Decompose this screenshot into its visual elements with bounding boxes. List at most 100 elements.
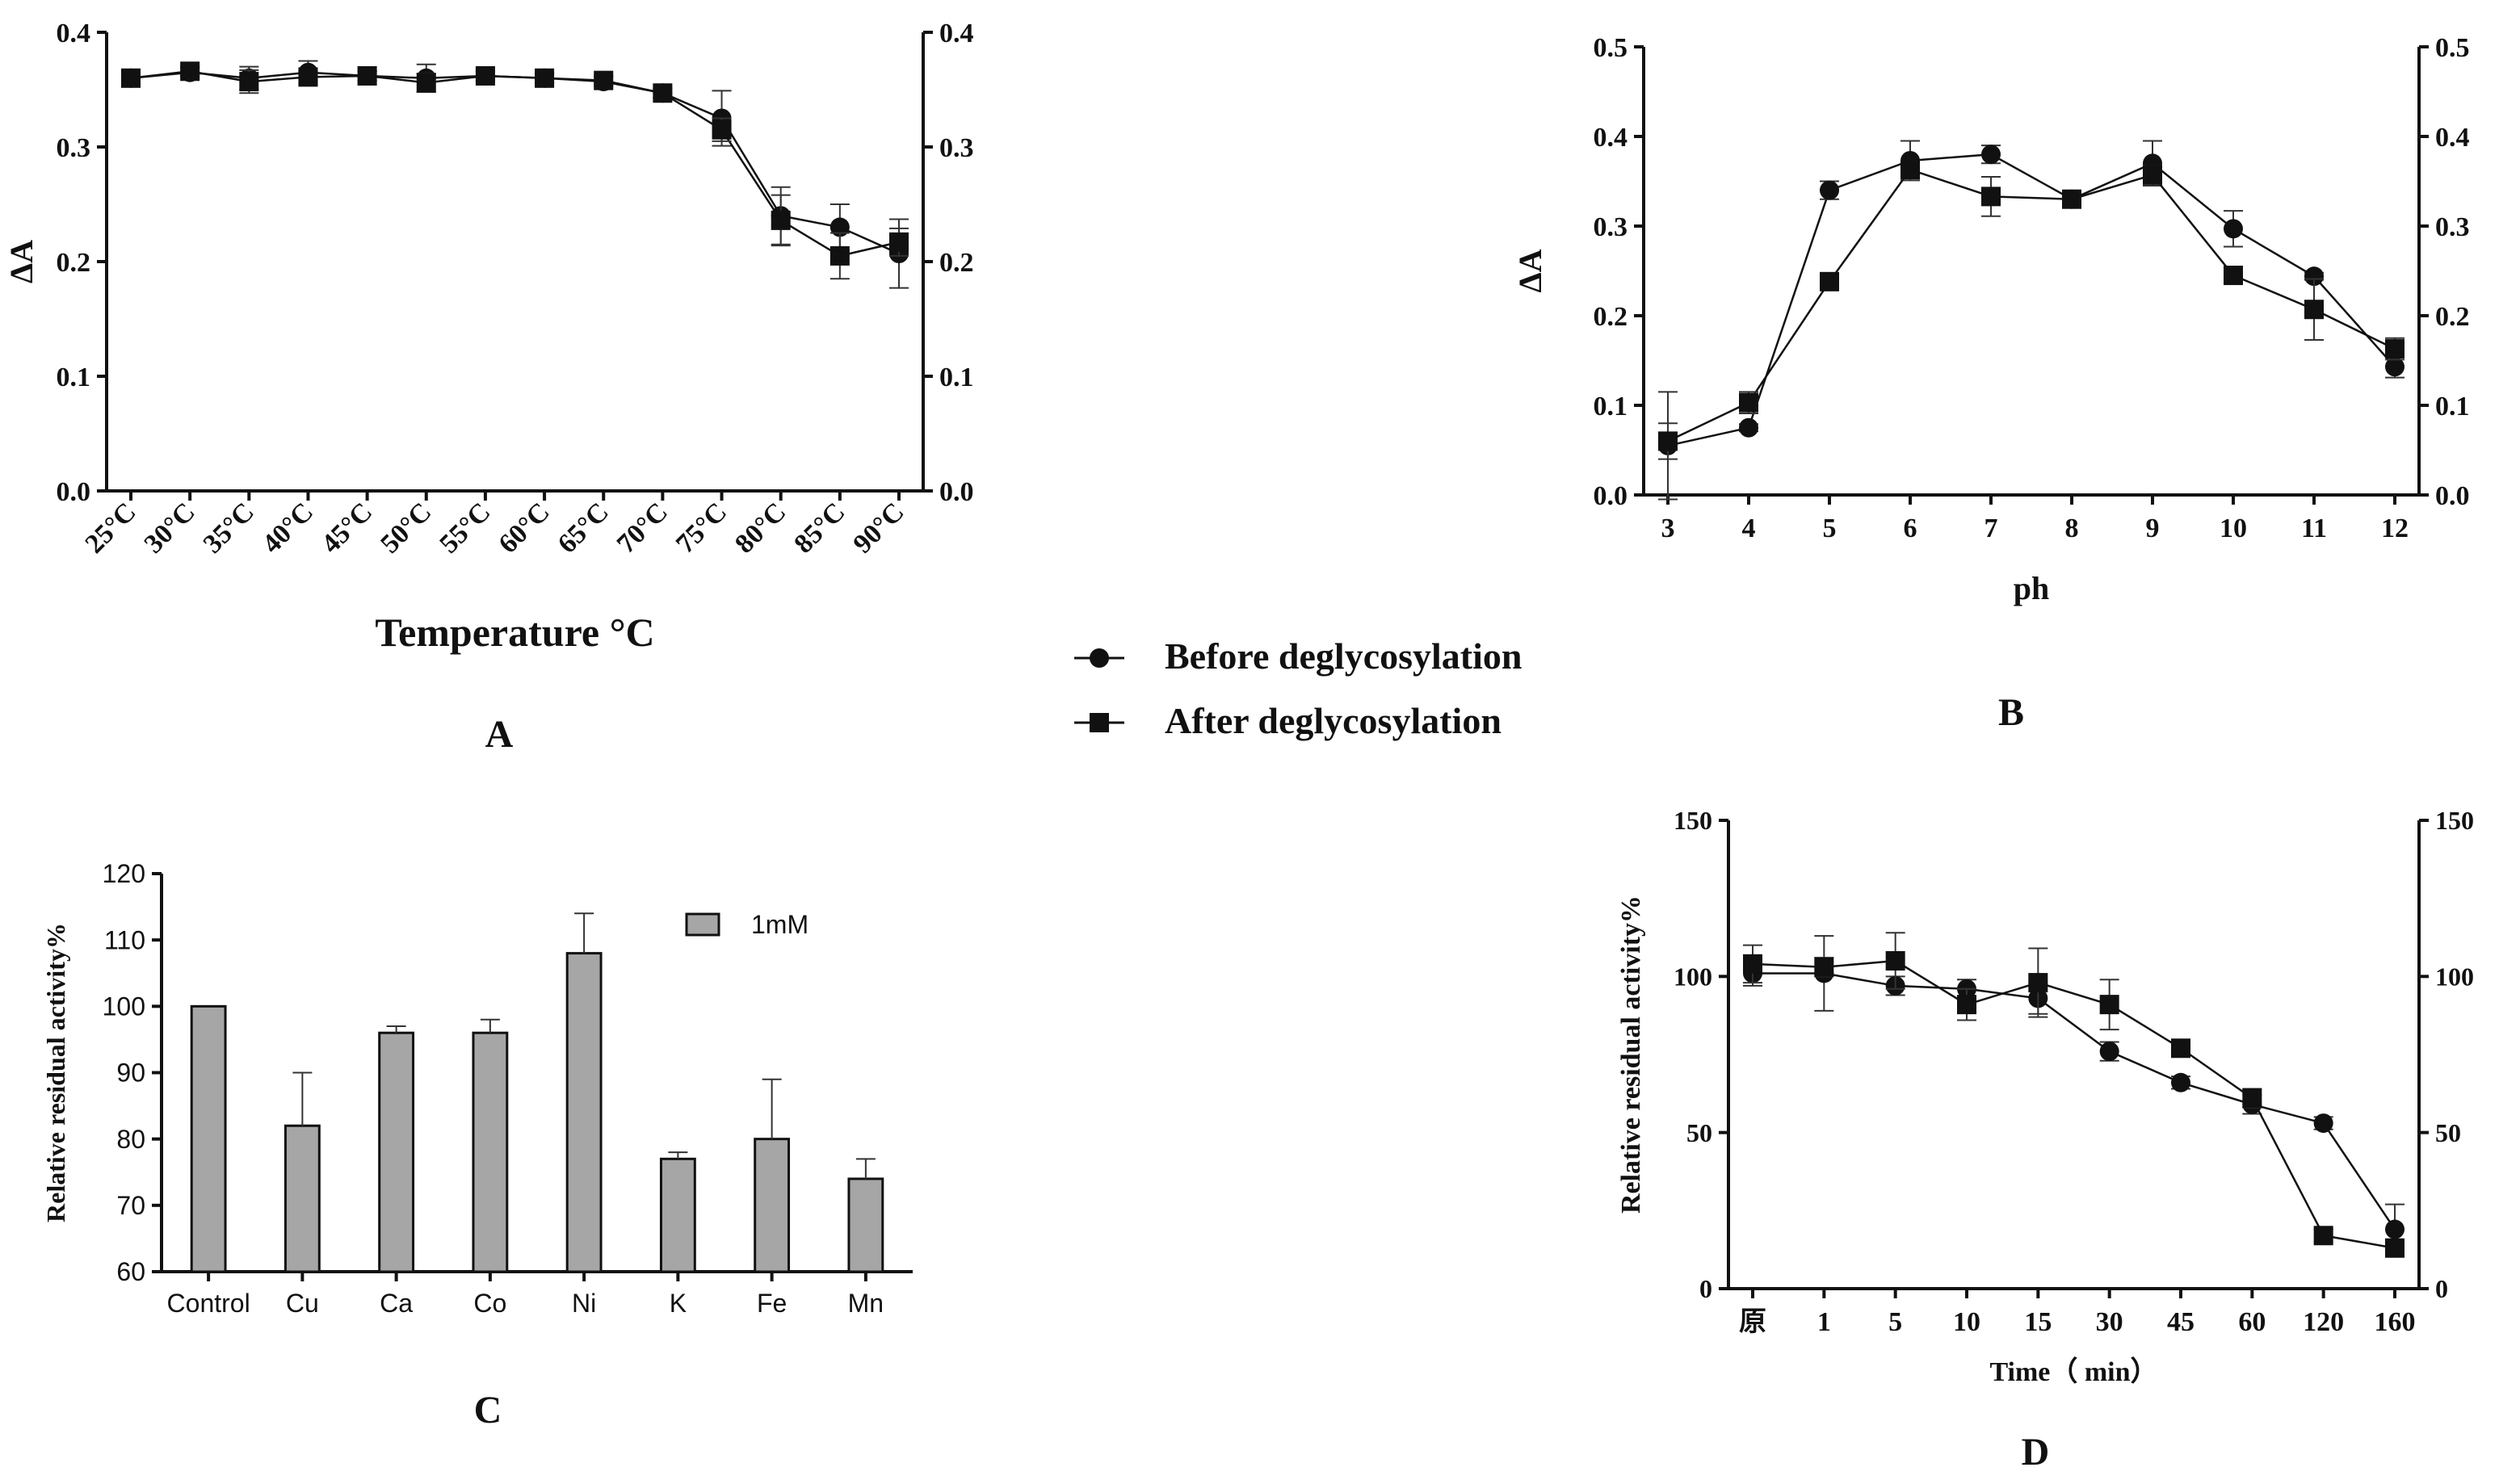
y-tick-label-left: 90 xyxy=(116,1059,145,1088)
series-line xyxy=(1753,972,2396,1231)
x-tick-label: 30 xyxy=(2096,1307,2123,1337)
panel-label-b: B xyxy=(1998,691,2024,734)
data-point-square xyxy=(1900,160,1920,180)
data-point-square xyxy=(2385,1238,2404,1258)
x-tick-label: 8 xyxy=(2065,514,2079,543)
x-tick-label: 60 xyxy=(2238,1307,2266,1337)
data-point-square xyxy=(475,65,495,86)
chart-metal-ions: 60 70 80 90 100 110 120 Control Cu Ca Co Ni K Fe Mn Rel… xyxy=(41,859,913,1318)
data-point-square xyxy=(2171,1038,2190,1059)
y-tick-label-left: 60 xyxy=(116,1257,145,1286)
x-tick-label: 55°C xyxy=(434,497,496,559)
x-tick-label: 7 xyxy=(1984,514,1998,543)
legend-after-marker xyxy=(1090,713,1109,732)
data-point-square xyxy=(1885,951,1905,971)
data-point-square xyxy=(2224,266,2243,286)
data-point-circle xyxy=(830,217,850,237)
data-point-square xyxy=(1981,187,2001,207)
x-tick-label: 30°C xyxy=(139,497,201,559)
data-point-square xyxy=(416,73,436,93)
y-tick-label-right: 0.3 xyxy=(2435,212,2470,242)
x-tick-label: Control xyxy=(167,1289,250,1318)
x-tick-label: 9 xyxy=(2146,514,2160,543)
chart-temperature: 0.0 0.00.1 0.10.2 0.20.3 0.30.4 0.425°C30°C35… xyxy=(3,19,974,655)
y-axis-label: ΔA xyxy=(1512,249,1548,292)
y-tick-label-left: 0.0 xyxy=(1594,481,1628,511)
data-point-square xyxy=(771,210,791,230)
x-tick-label: 160 xyxy=(2375,1307,2416,1337)
y-tick-label-right: 0.3 xyxy=(939,133,974,163)
data-point-square xyxy=(2304,300,2324,320)
data-point-square xyxy=(2385,339,2404,359)
chart-ph: 0.0 0.0 0.1 0.1 0.2 0.2 0.3 0.3 0.4 0.4 0.5 0.5 3 4 5 6… xyxy=(1512,33,2470,606)
data-point-square xyxy=(357,65,377,86)
y-tick-label-left: 0.3 xyxy=(1594,212,1628,242)
data-point-circle xyxy=(1820,180,1839,200)
x-axis-label: Temperature °C xyxy=(375,610,654,655)
data-point-square xyxy=(1957,995,1976,1015)
data-point-circle xyxy=(2313,1113,2333,1134)
bar xyxy=(754,1138,791,1273)
data-point-square xyxy=(1743,954,1762,974)
x-tick-label: 60°C xyxy=(494,497,556,559)
x-tick-label: 65°C xyxy=(552,497,615,559)
bar xyxy=(472,1031,509,1273)
data-point-square xyxy=(2062,189,2081,209)
panel-label-a: A xyxy=(485,713,514,756)
x-tick-label: 90°C xyxy=(847,497,909,559)
bar xyxy=(659,1157,696,1273)
y-tick-label-right: 0.5 xyxy=(2435,33,2470,63)
shared-legend: Before deglycosylation After deglycosyla… xyxy=(1074,635,1522,741)
panel-label-c: C xyxy=(474,1389,502,1432)
legend-after-label: After deglycosylation xyxy=(1165,700,1502,741)
data-point-circle xyxy=(2385,1219,2404,1239)
data-point-square xyxy=(1814,957,1834,977)
data-point-square xyxy=(180,61,200,82)
x-tick-label: K xyxy=(670,1289,687,1318)
x-tick-label: Ca xyxy=(380,1289,413,1318)
y-tick-label-right: 0.1 xyxy=(2435,392,2470,421)
data-point-circle xyxy=(2224,219,2243,239)
data-point-square xyxy=(239,72,259,92)
y-tick-label-right: 0.1 xyxy=(939,363,974,392)
x-tick-label: 45°C xyxy=(316,497,378,559)
y-tick-label-right: 100 xyxy=(2435,962,2474,992)
x-tick-label: 15 xyxy=(2024,1307,2052,1337)
bar xyxy=(190,1004,227,1273)
y-tick-label-left: 110 xyxy=(104,925,145,954)
x-tick-label: 75°C xyxy=(670,497,733,559)
x-tick-label: Co xyxy=(473,1289,506,1318)
data-point-square xyxy=(2143,165,2162,185)
y-tick-label-left: 0.2 xyxy=(1594,302,1628,332)
x-axis-label: ph xyxy=(2014,570,2050,606)
x-tick-label: 5 xyxy=(1823,514,1837,543)
series-2 xyxy=(1743,932,2404,1258)
bar xyxy=(378,1031,415,1273)
y-tick-label-right: 50 xyxy=(2435,1118,2461,1147)
data-point-circle xyxy=(2171,1072,2190,1092)
y-tick-label-left: 0.5 xyxy=(1594,33,1628,63)
bar xyxy=(565,952,603,1273)
x-tick-label: 5 xyxy=(1888,1307,1902,1337)
y-tick-label-left: 0.1 xyxy=(1594,392,1628,421)
x-axis-label: Time（ min） xyxy=(1989,1356,2157,1387)
data-point-circle xyxy=(1981,145,2001,165)
y-tick-label-left: 0.2 xyxy=(57,248,91,278)
x-tick-label: Fe xyxy=(757,1289,787,1318)
series-2 xyxy=(1658,159,2404,460)
series-2 xyxy=(121,61,909,280)
data-point-square xyxy=(2028,973,2048,993)
y-tick-label-left: 0.0 xyxy=(57,477,91,507)
bar xyxy=(847,1177,884,1273)
x-tick-label: Ni xyxy=(572,1289,596,1318)
legend-swatch xyxy=(685,912,720,937)
series-line xyxy=(1752,959,2396,1249)
data-point-square xyxy=(2242,1088,2262,1109)
y-tick-label-left: 100 xyxy=(103,992,145,1021)
series-1 xyxy=(1743,935,2404,1256)
y-tick-label-left: 0 xyxy=(1699,1274,1712,1303)
y-axis-label: Relative residual activity% xyxy=(1616,895,1646,1214)
y-tick-label-right: 0 xyxy=(2435,1274,2448,1303)
x-tick-label: 120 xyxy=(2303,1307,2344,1337)
data-point-circle xyxy=(1739,417,1758,438)
